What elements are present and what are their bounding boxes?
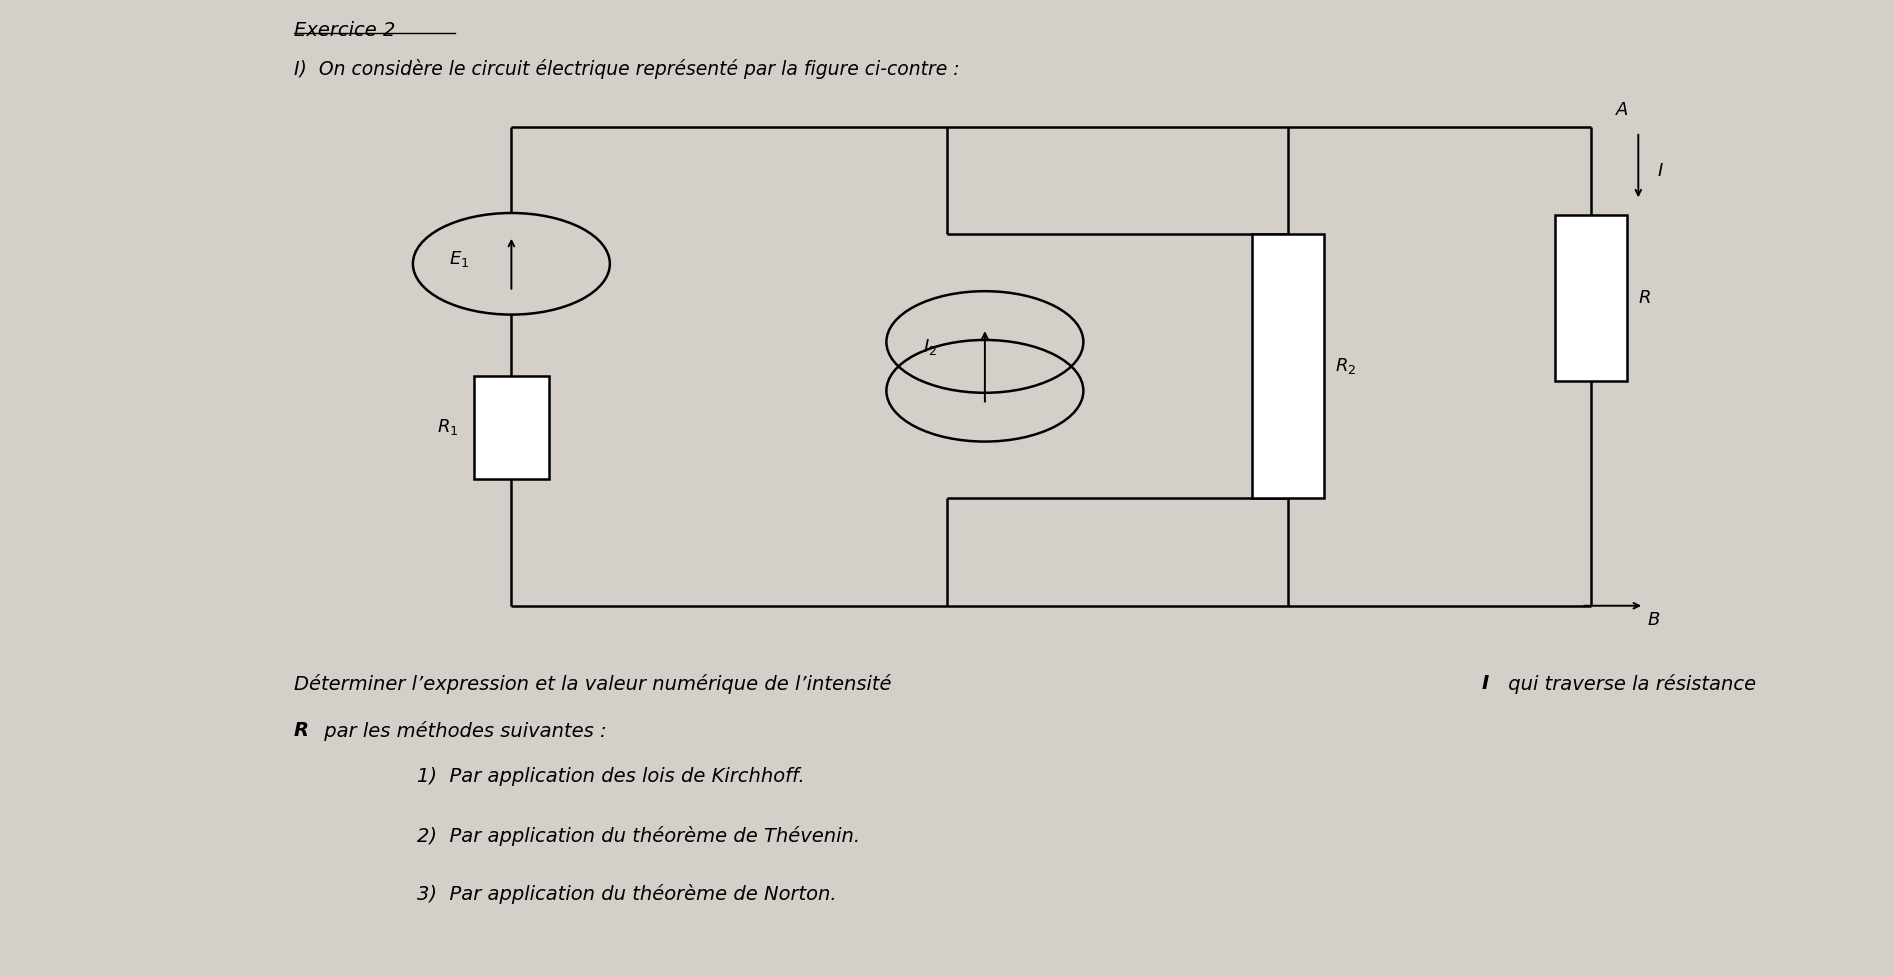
Text: A: A: [1616, 102, 1629, 119]
Bar: [474, 376, 549, 479]
Bar: [1252, 234, 1324, 498]
Text: R: R: [294, 721, 309, 740]
Text: I: I: [1481, 674, 1489, 693]
Text: Exercice 2: Exercice 2: [294, 21, 396, 40]
Text: Déterminer l’expression et la valeur numérique de l’intensité: Déterminer l’expression et la valeur num…: [294, 674, 898, 694]
Text: $E_1$: $E_1$: [449, 249, 470, 269]
Text: $I$: $I$: [1657, 162, 1665, 180]
Bar: [1555, 215, 1627, 381]
Text: 1)  Par application des lois de Kirchhoff.: 1) Par application des lois de Kirchhoff…: [417, 767, 805, 786]
Text: $I_2$: $I_2$: [924, 337, 938, 357]
Text: I)  On considère le circuit électrique représenté par la figure ci-contre :: I) On considère le circuit électrique re…: [294, 59, 958, 78]
Text: $R$: $R$: [1638, 289, 1652, 307]
Text: $R_2$: $R_2$: [1335, 357, 1356, 376]
Text: 2)  Par application du théorème de Thévenin.: 2) Par application du théorème de Théven…: [417, 826, 860, 845]
Text: par les méthodes suivantes :: par les méthodes suivantes :: [318, 721, 606, 741]
Text: B: B: [1648, 611, 1661, 628]
Text: 3)  Par application du théorème de Norton.: 3) Par application du théorème de Norton…: [417, 884, 837, 904]
Text: $R_1$: $R_1$: [438, 417, 458, 438]
Text: qui traverse la résistance: qui traverse la résistance: [1502, 674, 1756, 694]
